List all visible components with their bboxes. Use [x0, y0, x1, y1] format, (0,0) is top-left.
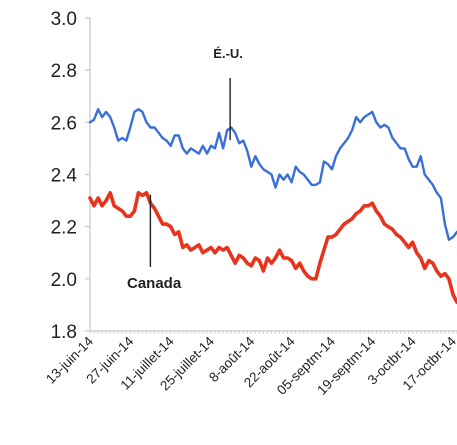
y-tick-label: 2.0	[51, 270, 77, 291]
y-tick-label: 2.4	[51, 166, 78, 187]
y-tick-label: 2.8	[51, 61, 77, 82]
x-axis-ticks: 13-juin-1427-juin-1411-juillet-1425-juil…	[43, 333, 457, 398]
y-tick-label: 3.0	[51, 9, 77, 30]
annotations: É.-U. Canada	[127, 46, 243, 292]
series-line-canada	[88, 191, 457, 305]
y-tick-label: 2.2	[51, 218, 77, 239]
annotation-label-canada: Canada	[127, 275, 182, 292]
y-tick-label: 2.6	[51, 113, 77, 134]
annotation-label-us: É.-U.	[213, 46, 243, 61]
series-lines	[88, 108, 457, 305]
series-line-us	[88, 108, 457, 241]
y-tick-label: 1.8	[51, 322, 77, 343]
y-axis-ticks: 3.0 2.8 2.6 2.4 2.2 2.0 1.8	[51, 9, 90, 343]
